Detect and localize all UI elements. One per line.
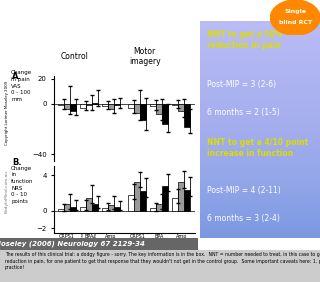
Text: 6 months = 3 (2-4): 6 months = 3 (2-4) [207,214,280,223]
Bar [178,182,184,211]
Text: Copyright Lorimer Moseley 2009: Copyright Lorimer Moseley 2009 [5,81,9,145]
Bar [172,198,178,211]
Text: Single: Single [284,9,306,14]
Text: NNT to get a 50%
reduction in pain: NNT to get a 50% reduction in pain [207,30,283,50]
Bar [128,195,134,211]
Text: NNT to get a 4/10 point
increase in function: NNT to get a 4/10 point increase in func… [207,138,308,158]
Bar [150,208,156,211]
Text: Moseley (2006) Neurology 67 2129-34: Moseley (2006) Neurology 67 2129-34 [0,240,145,247]
Bar [108,104,114,109]
Text: Change
in
function
NRS
0 - 10
points: Change in function NRS 0 - 10 points [11,166,34,204]
Text: Post-MIP = 3 (2-6): Post-MIP = 3 (2-6) [207,80,276,89]
Text: Post-treatment: Post-treatment [81,216,84,248]
Bar [86,198,92,211]
Bar [114,207,120,211]
Bar [156,204,162,211]
Bar [64,104,70,109]
Text: blind RCT: blind RCT [279,20,312,25]
Bar [134,182,140,211]
Bar [108,205,114,211]
Bar [114,104,120,105]
Text: Motor
imagery: Motor imagery [129,47,161,66]
Bar [178,104,184,111]
Text: Follow-up: Follow-up [93,216,97,237]
Circle shape [270,0,320,35]
Bar [92,204,98,211]
Text: Control: Control [60,52,88,61]
Bar [58,104,64,105]
Text: 6 months = 2 (1-5): 6 months = 2 (1-5) [207,108,280,117]
Bar [162,186,168,211]
Bar [162,104,168,124]
Text: Change
in pain
VAS
0 - 100
mm: Change in pain VAS 0 - 100 mm [11,70,32,102]
Bar [150,104,156,106]
Bar [140,191,146,211]
Bar [86,104,92,105]
Text: B.: B. [12,158,22,168]
Bar [128,104,134,108]
Bar [102,104,108,106]
Bar [156,104,162,114]
Bar [64,204,70,211]
Text: The results of this clinical trial: a dodgy figure - sorry. The key information : The results of this clinical trial: a do… [5,252,320,270]
Bar [172,104,178,105]
Text: BodyInMind.com.au: BodyInMind.com.au [5,170,9,213]
Bar [184,190,190,211]
Text: A.: A. [12,72,22,81]
Bar [70,104,76,111]
Bar [80,104,86,108]
Bar [102,208,108,211]
Text: Post-MIP = 4 (2-11): Post-MIP = 4 (2-11) [207,186,281,195]
Bar [184,104,190,127]
Bar [92,103,98,104]
Bar [134,104,140,113]
Bar [58,209,64,211]
Bar [70,207,76,211]
Bar [140,104,146,120]
Bar [80,207,86,211]
